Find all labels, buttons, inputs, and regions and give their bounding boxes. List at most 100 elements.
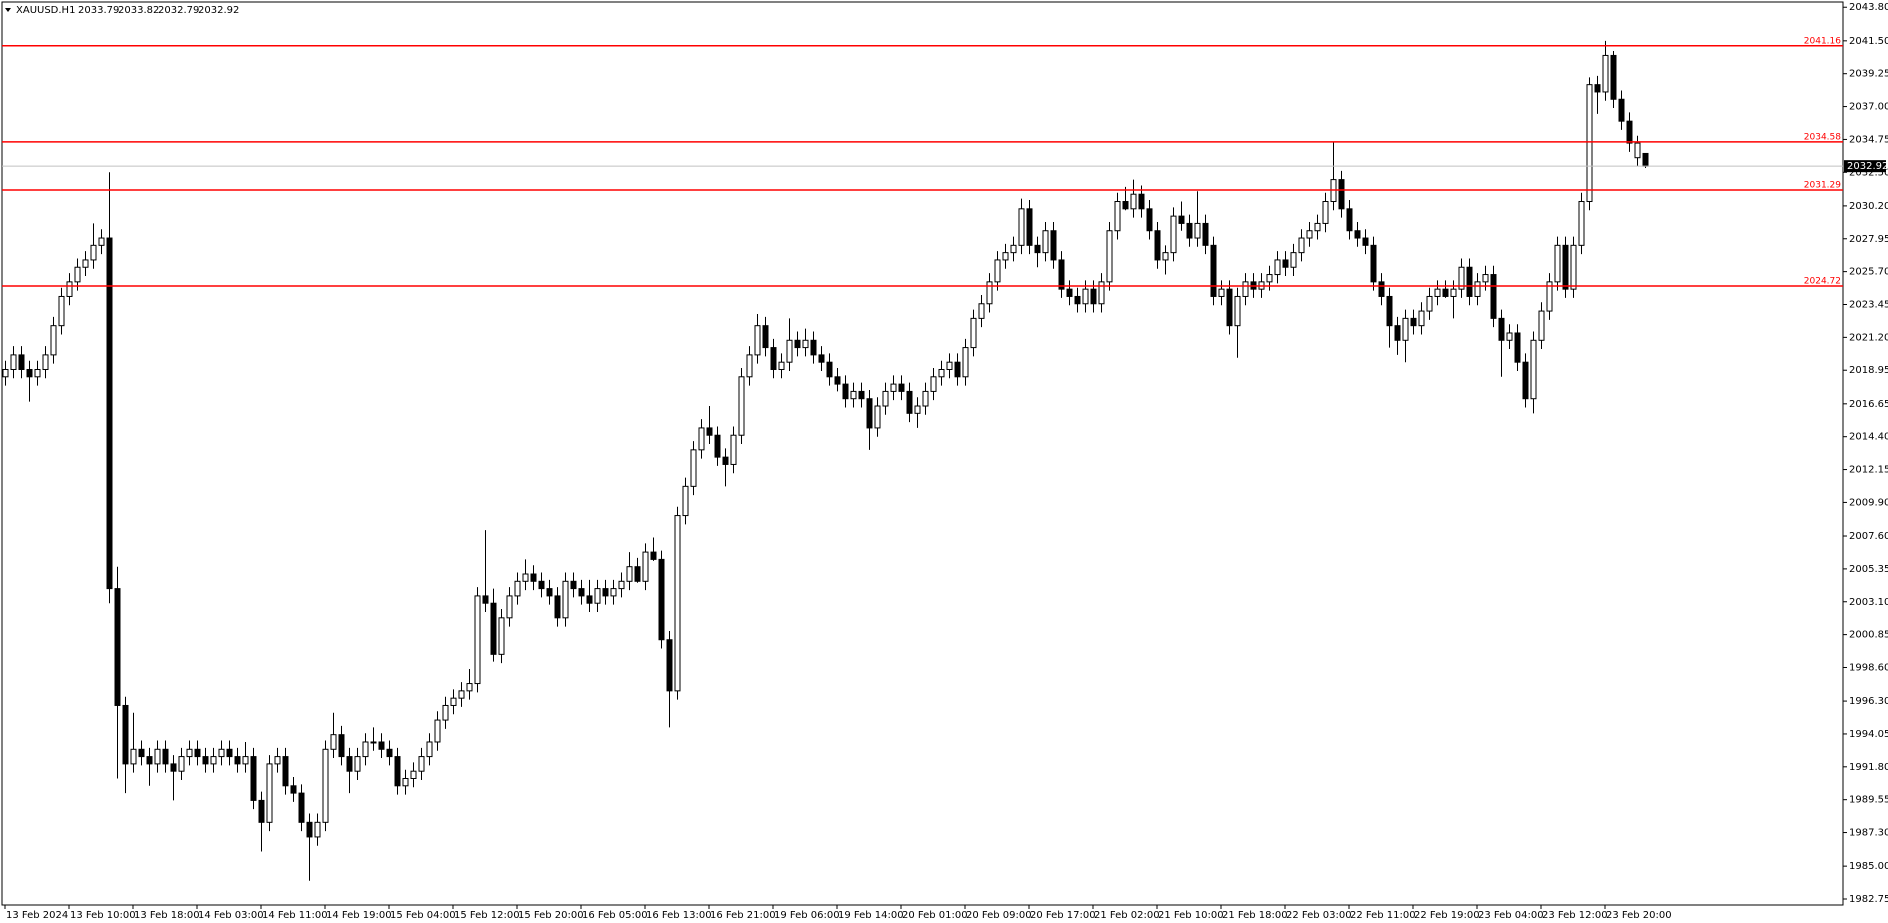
y-tick-label: 2043.80 xyxy=(1849,2,1888,13)
candle-body xyxy=(714,434,721,458)
candle-body xyxy=(1106,230,1113,283)
candle-body xyxy=(378,741,385,750)
x-tick-label: 16 Feb 13:00 xyxy=(646,910,712,921)
x-tick-label: 14 Feb 19:00 xyxy=(326,910,392,921)
candle-body xyxy=(442,704,449,721)
candle-body xyxy=(402,778,409,787)
x-tick-label: 23 Feb 20:00 xyxy=(1606,910,1672,921)
candle-body xyxy=(1402,317,1409,341)
candle-body xyxy=(898,383,905,392)
candle-body xyxy=(1042,230,1049,254)
candle-body xyxy=(594,588,601,604)
candle-body xyxy=(810,339,817,356)
candle-body xyxy=(514,580,521,597)
candle-body xyxy=(242,756,249,765)
x-tick-label: 22 Feb 11:00 xyxy=(1350,910,1416,921)
candle-body xyxy=(1066,288,1073,297)
price-label: 2032.92 xyxy=(1847,161,1888,172)
y-tick-label: 2016.65 xyxy=(1849,399,1888,410)
candle-body xyxy=(682,485,689,517)
candle-body xyxy=(314,821,321,838)
candle-body xyxy=(434,719,441,743)
candle-body xyxy=(130,748,137,765)
y-tick-label: 1987.30 xyxy=(1849,828,1888,839)
candle-body xyxy=(554,595,561,619)
candle-body xyxy=(1058,259,1065,290)
candle-body xyxy=(770,347,777,370)
candle-body xyxy=(1602,54,1609,93)
x-tick-label: 22 Feb 03:00 xyxy=(1286,910,1352,921)
candle-body xyxy=(1626,120,1633,144)
candle-body xyxy=(1386,295,1393,327)
candle-body xyxy=(1306,230,1313,239)
candle-body xyxy=(50,325,57,356)
candle-body xyxy=(642,551,649,582)
candle-body xyxy=(338,734,345,758)
candle-body xyxy=(1378,281,1385,297)
y-tick-label: 2032.50 xyxy=(1849,167,1888,178)
candle-body xyxy=(1154,230,1161,261)
candle-body xyxy=(1346,208,1353,232)
candle-body xyxy=(322,748,329,823)
candle-body xyxy=(66,281,73,297)
candle-body xyxy=(722,456,729,465)
symbol: XAUUSD.H1 xyxy=(16,5,75,16)
x-tick-label: 14 Feb 11:00 xyxy=(262,910,328,921)
y-tick-label: 2012.15 xyxy=(1849,465,1888,476)
candle-body xyxy=(866,398,873,429)
candle-body xyxy=(1634,142,1641,159)
menu-icon[interactable] xyxy=(5,8,11,12)
candle-body xyxy=(882,390,889,407)
candle-body xyxy=(226,748,233,758)
candle-body xyxy=(42,354,49,370)
candle-body xyxy=(562,580,569,619)
candle-body xyxy=(274,756,281,765)
x-tick-label: 15 Feb 12:00 xyxy=(454,910,520,921)
candle-body xyxy=(1570,244,1577,290)
candle-body xyxy=(82,259,89,268)
candle-body xyxy=(1458,266,1465,290)
candle-body xyxy=(1090,288,1097,305)
candle-body xyxy=(330,734,337,750)
candle-body xyxy=(626,566,633,582)
x-tick-label: 19 Feb 14:00 xyxy=(838,910,904,921)
candle-body xyxy=(10,354,17,370)
candle-body xyxy=(1538,310,1545,341)
candle-body xyxy=(602,588,609,597)
candle-body xyxy=(474,595,481,685)
candle-body xyxy=(1466,266,1473,297)
candle-body xyxy=(1586,84,1593,203)
low-value: 2032.79 xyxy=(158,5,199,16)
y-tick-label: 2041.50 xyxy=(1849,36,1888,47)
y-tick-label: 1989.55 xyxy=(1849,795,1888,806)
candle-body xyxy=(930,376,937,392)
candle-body xyxy=(298,792,305,823)
candle-body xyxy=(1370,244,1377,283)
level-label: 2024.72 xyxy=(1804,276,1841,286)
candle-body xyxy=(1354,230,1361,239)
candle-body xyxy=(890,383,897,392)
candle-body xyxy=(506,595,513,619)
y-tick-label: 1985.00 xyxy=(1849,861,1888,872)
candle-body xyxy=(1210,244,1217,297)
candle-body xyxy=(1234,295,1241,327)
candle-body xyxy=(1218,288,1225,297)
candle-body xyxy=(834,376,841,385)
candle-body xyxy=(1482,274,1489,283)
candle-body xyxy=(1018,208,1025,246)
x-tick-label: 21 Feb 18:00 xyxy=(1222,910,1288,921)
candle-body xyxy=(1618,98,1625,122)
candle-body xyxy=(586,595,593,604)
candle-body xyxy=(922,390,929,407)
candle-body xyxy=(34,368,41,378)
y-tick-label: 2005.35 xyxy=(1849,564,1888,575)
candle-body xyxy=(1578,201,1585,246)
candle-body xyxy=(1450,288,1457,297)
candle-body xyxy=(1130,193,1137,210)
candle-body xyxy=(826,361,833,378)
x-tick-label: 21 Feb 02:00 xyxy=(1094,910,1160,921)
candle-body xyxy=(938,368,945,378)
y-tick-label: 2037.00 xyxy=(1849,102,1888,113)
level-label: 2031.29 xyxy=(1804,180,1841,190)
